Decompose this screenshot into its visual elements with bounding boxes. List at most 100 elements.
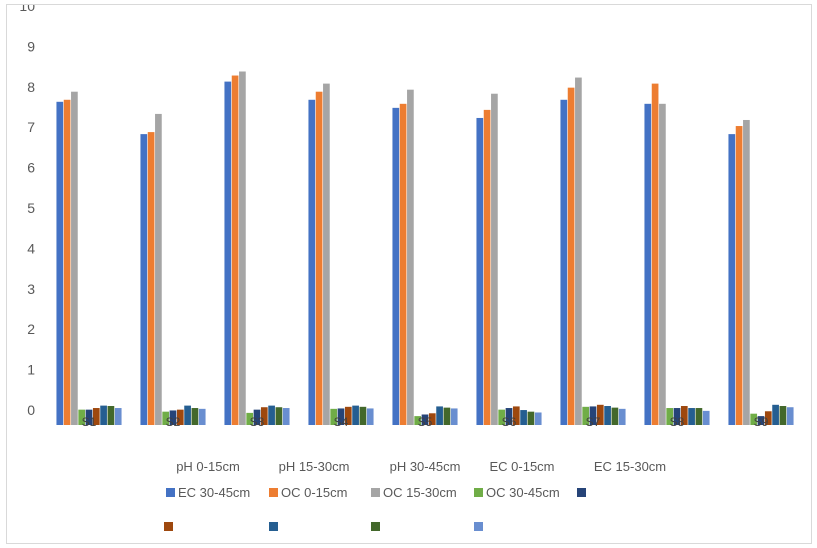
bars-group (56, 71, 794, 426)
category-label: S1 (82, 415, 97, 429)
bar (191, 408, 199, 425)
bar (198, 408, 206, 425)
bar (352, 405, 359, 425)
bar (275, 407, 283, 425)
bar (56, 101, 64, 426)
bar (505, 408, 513, 425)
category-label: S7 (586, 415, 601, 429)
x-axis-label: pH 15-30cm (279, 459, 350, 474)
bar (359, 406, 367, 425)
bar (534, 412, 542, 425)
bar (450, 408, 458, 425)
bar (239, 71, 246, 425)
y-tick-label: 6 (27, 160, 35, 176)
bar (786, 407, 794, 425)
bar (63, 99, 71, 425)
bar (520, 410, 527, 425)
bar (268, 405, 275, 425)
bar (659, 103, 666, 425)
bar (315, 91, 323, 425)
bar (246, 412, 254, 425)
bar (764, 411, 772, 425)
bar (114, 408, 122, 425)
category-label: S8 (670, 415, 685, 429)
bar (476, 117, 484, 426)
category-label: S9 (754, 415, 769, 429)
category-labels: S1 S2 S3 S4 S5 S6 S7 S8 S9 (82, 415, 769, 429)
bar (673, 408, 681, 425)
category-label: S4 (334, 415, 349, 429)
bar (589, 406, 597, 425)
bar (428, 413, 436, 425)
y-tick-label: 7 (27, 119, 35, 135)
bar (560, 99, 568, 425)
bar (337, 408, 345, 425)
legend-swatch (166, 488, 175, 497)
bar (392, 107, 400, 426)
category-label: S2 (166, 415, 181, 429)
bar (491, 93, 498, 425)
bar (611, 407, 619, 425)
y-tick-label: 1 (27, 362, 35, 378)
bar (757, 416, 765, 425)
chart-frame: 0 1 2 3 4 5 6 7 8 9 10 S1 S2 S3 S4 S5 S6 S7 S8 S9 pH 0-15c… (6, 4, 812, 544)
bar (596, 404, 604, 425)
y-tick-label: 2 (27, 321, 35, 337)
category-label: S6 (502, 415, 517, 429)
bar (140, 134, 148, 425)
bar (308, 99, 316, 425)
bar (695, 408, 703, 425)
bar (728, 134, 736, 425)
bar (702, 410, 710, 425)
bar (644, 103, 652, 425)
legend-swatch (474, 522, 483, 531)
bar (92, 408, 100, 425)
legend-swatch (164, 522, 173, 531)
bar (147, 132, 155, 425)
bar (779, 406, 787, 425)
x-axis-label: EC 0-15cm (489, 459, 554, 474)
y-tick-label: 10 (19, 5, 35, 14)
bar (184, 405, 191, 425)
bar (498, 409, 506, 425)
legend-label: OC 0-15cm (281, 485, 347, 500)
x-axis-label: EC 15-30cm (594, 459, 666, 474)
bar (344, 406, 352, 425)
legend-swatch (371, 522, 380, 531)
bar (414, 416, 422, 425)
legend-label: OC 15-30cm (383, 485, 457, 500)
bar (604, 406, 611, 425)
bar (282, 408, 290, 425)
bar (680, 406, 688, 425)
y-tick-label: 8 (27, 79, 35, 95)
bar (421, 414, 429, 425)
x-axis-label: pH 30-45cm (390, 459, 461, 474)
bar (330, 408, 338, 425)
bar (407, 89, 414, 426)
bar (483, 109, 491, 425)
bar (750, 413, 758, 425)
category-label: S3 (250, 415, 265, 429)
bar (743, 119, 750, 425)
bar (323, 83, 330, 426)
bar (436, 406, 443, 425)
category-label: S5 (418, 415, 433, 429)
bar (772, 404, 779, 425)
bar (231, 75, 239, 425)
y-tick-label: 9 (27, 38, 35, 54)
bar (527, 411, 535, 425)
bar (567, 87, 575, 425)
bar (666, 408, 674, 425)
legend-swatch (577, 488, 586, 497)
legend-swatch (474, 488, 483, 497)
bar (688, 408, 695, 425)
x-axis-labels: pH 0-15cm pH 15-30cm pH 30-45cm EC 0-15cm EC… (176, 459, 666, 474)
bar (176, 409, 184, 425)
legend: EC 30-45cm OC 0-15cm OC 15-30cm OC 30-45cm (164, 485, 586, 531)
bar (575, 77, 582, 425)
legend-swatch (269, 522, 278, 531)
y-tick-label: 3 (27, 281, 35, 297)
bar (366, 408, 374, 425)
bar (107, 406, 115, 425)
bar (260, 407, 268, 425)
